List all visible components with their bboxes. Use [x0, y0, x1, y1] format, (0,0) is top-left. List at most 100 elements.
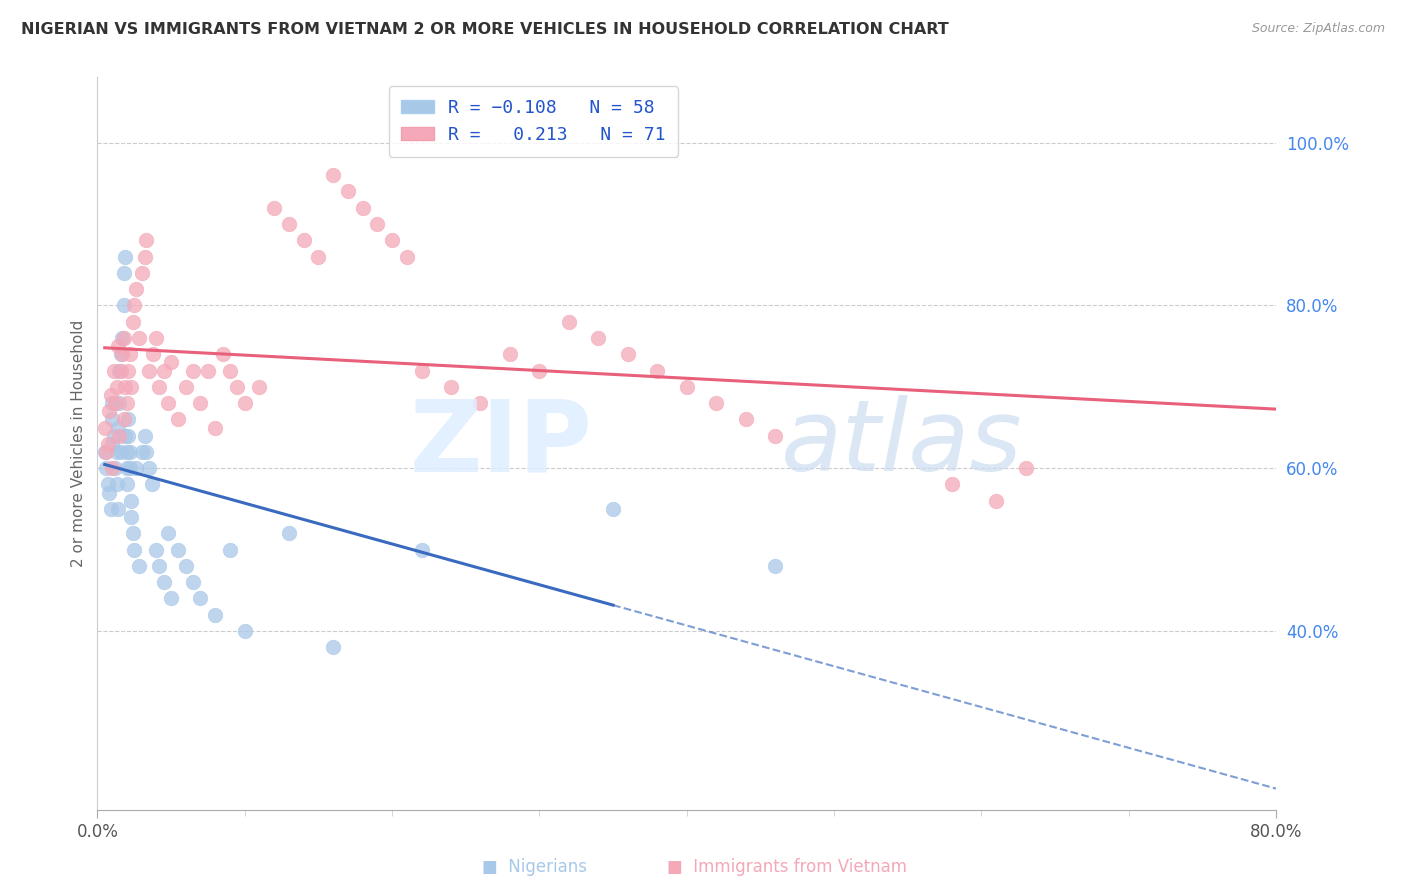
Point: [93, 445, 115, 459]
Point: [93, 420, 115, 434]
Point: [124, 282, 146, 296]
Point: [734, 412, 756, 426]
Point: [101, 461, 124, 475]
Point: [381, 233, 404, 247]
Point: [322, 640, 344, 655]
Point: [112, 266, 135, 280]
Point: [138, 461, 160, 475]
Point: [763, 428, 786, 442]
Point: [984, 493, 1007, 508]
Point: [108, 428, 131, 442]
Point: [190, 591, 212, 606]
Point: [152, 575, 174, 590]
Point: [233, 624, 256, 638]
Point: [98, 404, 121, 418]
Point: [336, 185, 359, 199]
Point: [167, 412, 190, 426]
Point: [135, 445, 157, 459]
Point: [440, 380, 463, 394]
Point: [134, 428, 156, 442]
Point: [470, 396, 492, 410]
Point: [142, 347, 165, 361]
Point: [96, 461, 118, 475]
Point: [115, 461, 138, 475]
Point: [124, 461, 146, 475]
Point: [114, 380, 136, 394]
Point: [121, 315, 143, 329]
Point: [141, 477, 163, 491]
Point: [395, 250, 418, 264]
Text: NIGERIAN VS IMMIGRANTS FROM VIETNAM 2 OR MORE VEHICLES IN HOUSEHOLD CORRELATION : NIGERIAN VS IMMIGRANTS FROM VIETNAM 2 OR…: [21, 22, 949, 37]
Text: atlas: atlas: [780, 395, 1022, 492]
Point: [529, 363, 551, 377]
Point: [588, 331, 610, 345]
Point: [249, 380, 271, 394]
Point: [292, 233, 315, 247]
Point: [160, 591, 183, 606]
Point: [115, 445, 138, 459]
Point: [134, 250, 156, 264]
Point: [105, 380, 128, 394]
Point: [219, 363, 242, 377]
Point: [204, 420, 226, 434]
Point: [103, 363, 125, 377]
Point: [558, 315, 581, 329]
Point: [118, 445, 141, 459]
Point: [131, 445, 153, 459]
Legend: R = −0.108   N = 58, R =   0.213   N = 71: R = −0.108 N = 58, R = 0.213 N = 71: [388, 87, 678, 157]
Point: [307, 250, 329, 264]
Point: [181, 363, 204, 377]
Point: [111, 347, 134, 361]
Point: [107, 339, 129, 353]
Point: [117, 412, 139, 426]
Point: [112, 298, 135, 312]
Point: [112, 331, 135, 345]
Point: [233, 396, 256, 410]
Point: [110, 445, 132, 459]
Point: [204, 607, 226, 622]
Point: [120, 380, 142, 394]
Point: [197, 363, 219, 377]
Point: [763, 558, 786, 573]
Point: [96, 445, 118, 459]
Point: [104, 396, 127, 410]
Point: [122, 298, 145, 312]
Point: [675, 380, 697, 394]
Point: [131, 266, 153, 280]
Point: [108, 363, 131, 377]
Text: Source: ZipAtlas.com: Source: ZipAtlas.com: [1251, 22, 1385, 36]
Point: [211, 347, 233, 361]
Point: [277, 217, 299, 231]
Point: [138, 363, 160, 377]
Point: [617, 347, 640, 361]
Point: [645, 363, 668, 377]
Point: [108, 396, 131, 410]
Point: [101, 412, 124, 426]
Point: [100, 502, 122, 516]
Point: [105, 477, 128, 491]
Point: [122, 542, 145, 557]
Point: [145, 542, 167, 557]
Point: [105, 445, 128, 459]
Point: [110, 363, 132, 377]
Point: [135, 233, 157, 247]
Point: [117, 428, 139, 442]
Point: [219, 542, 242, 557]
Point: [107, 420, 129, 434]
Point: [263, 201, 285, 215]
Point: [157, 396, 180, 410]
Point: [117, 363, 139, 377]
Point: [157, 526, 180, 541]
Point: [103, 428, 125, 442]
Point: [277, 526, 299, 541]
Point: [97, 437, 120, 451]
Point: [100, 388, 122, 402]
Point: [128, 558, 150, 573]
Point: [101, 396, 124, 410]
Point: [115, 396, 138, 410]
Text: ■  Nigerians: ■ Nigerians: [482, 858, 586, 876]
Point: [1014, 461, 1036, 475]
Point: [104, 461, 127, 475]
Point: [160, 355, 183, 369]
Point: [941, 477, 963, 491]
